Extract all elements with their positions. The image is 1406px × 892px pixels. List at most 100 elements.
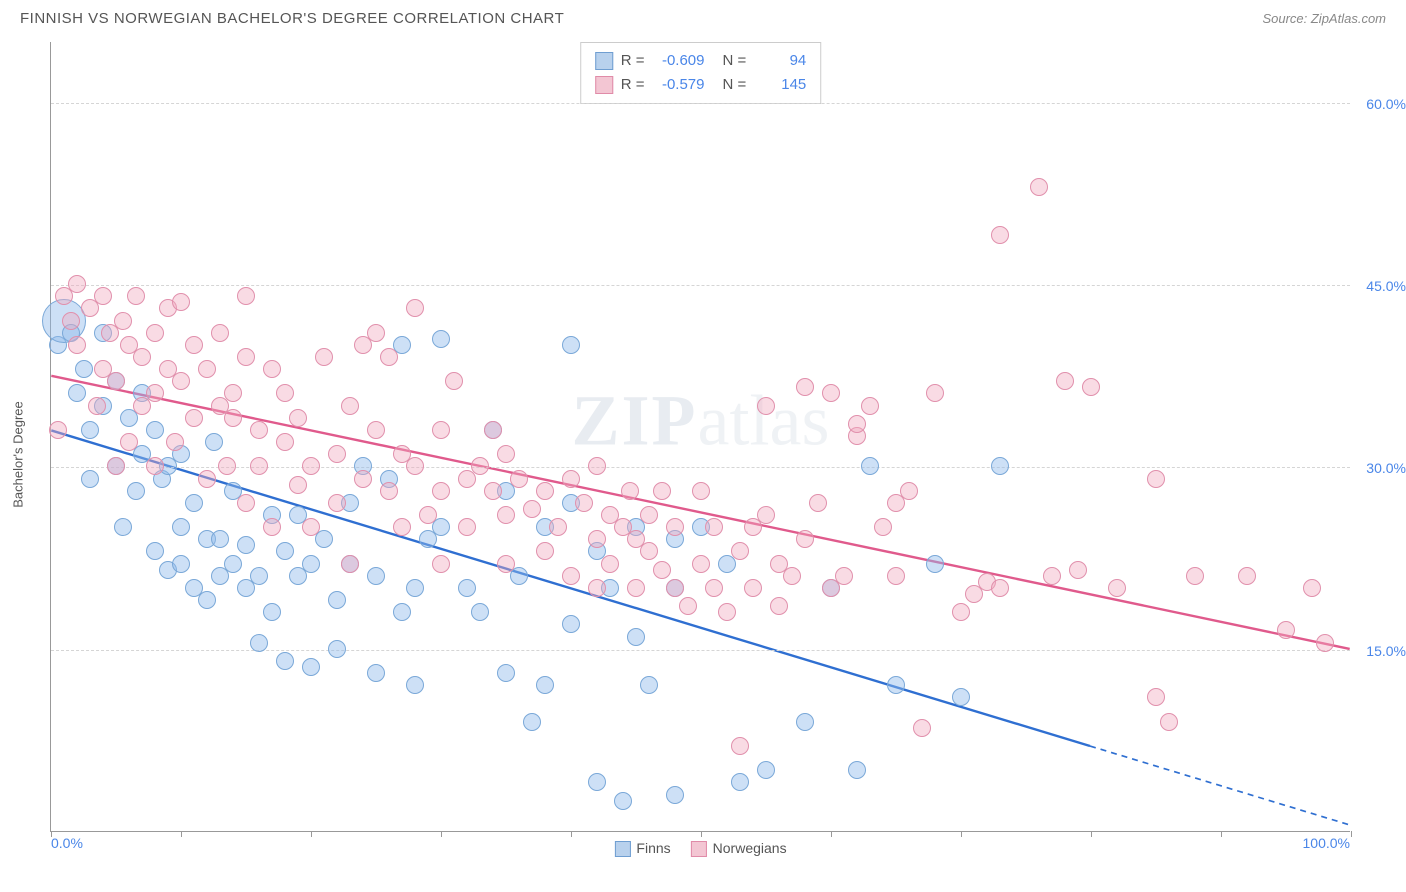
data-point	[172, 372, 190, 390]
legend-item: Finns	[614, 840, 670, 857]
data-point	[146, 542, 164, 560]
data-point	[341, 555, 359, 573]
data-point	[1316, 634, 1334, 652]
data-point	[328, 445, 346, 463]
data-point	[757, 397, 775, 415]
data-point	[887, 676, 905, 694]
x-tick	[831, 831, 832, 837]
data-point	[432, 421, 450, 439]
gridline-h: 30.0%	[51, 467, 1350, 468]
data-point	[62, 312, 80, 330]
y-tick-label: 60.0%	[1366, 96, 1406, 112]
data-point	[133, 348, 151, 366]
data-point	[471, 603, 489, 621]
data-point	[237, 494, 255, 512]
data-point	[341, 397, 359, 415]
data-point	[1082, 378, 1100, 396]
data-point	[1160, 713, 1178, 731]
x-tick	[311, 831, 312, 837]
data-point	[445, 372, 463, 390]
data-point	[380, 482, 398, 500]
data-point	[484, 421, 502, 439]
data-point	[1030, 178, 1048, 196]
data-point	[302, 658, 320, 676]
data-point	[731, 737, 749, 755]
legend-item: Norwegians	[691, 840, 787, 857]
data-point	[497, 555, 515, 573]
data-point	[991, 226, 1009, 244]
data-point	[705, 518, 723, 536]
data-point	[315, 348, 333, 366]
data-point	[835, 567, 853, 585]
data-point	[114, 312, 132, 330]
data-point	[354, 470, 372, 488]
data-point	[237, 348, 255, 366]
data-point	[757, 761, 775, 779]
x-tick	[441, 831, 442, 837]
x-axis-max-label: 100.0%	[1303, 835, 1350, 851]
x-tick	[181, 831, 182, 837]
x-tick	[571, 831, 572, 837]
data-point	[926, 384, 944, 402]
data-point	[887, 567, 905, 585]
data-point	[562, 470, 580, 488]
data-point	[601, 555, 619, 573]
x-tick	[701, 831, 702, 837]
data-point	[367, 664, 385, 682]
data-point	[861, 457, 879, 475]
data-point	[1186, 567, 1204, 585]
data-point	[218, 457, 236, 475]
data-point	[991, 579, 1009, 597]
data-point	[276, 542, 294, 560]
data-point	[185, 409, 203, 427]
watermark: ZIPatlas	[572, 379, 830, 462]
gridline-h: 60.0%	[51, 103, 1350, 104]
data-point	[926, 555, 944, 573]
data-point	[328, 591, 346, 609]
data-point	[640, 542, 658, 560]
data-point	[172, 518, 190, 536]
data-point	[406, 299, 424, 317]
data-point	[263, 603, 281, 621]
gridline-h: 15.0%	[51, 650, 1350, 651]
data-point	[302, 457, 320, 475]
data-point	[796, 378, 814, 396]
data-point	[861, 397, 879, 415]
data-point	[198, 470, 216, 488]
data-point	[731, 542, 749, 560]
chart-title: FINNISH VS NORWEGIAN BACHELOR'S DEGREE C…	[20, 10, 564, 27]
legend-swatch	[614, 841, 630, 857]
data-point	[68, 336, 86, 354]
data-point	[692, 482, 710, 500]
data-point	[705, 579, 723, 597]
x-tick	[961, 831, 962, 837]
data-point	[497, 506, 515, 524]
stats-row: R =-0.579 N =145	[595, 73, 807, 97]
data-point	[237, 287, 255, 305]
data-point	[1069, 561, 1087, 579]
data-point	[276, 433, 294, 451]
data-point	[302, 555, 320, 573]
data-point	[393, 603, 411, 621]
stats-row: R =-0.609 N =94	[595, 49, 807, 73]
legend-swatch	[691, 841, 707, 857]
data-point	[666, 786, 684, 804]
data-point	[172, 293, 190, 311]
data-point	[367, 421, 385, 439]
data-point	[302, 518, 320, 536]
correlation-stats-box: R =-0.609 N =94 R =-0.579 N =145	[580, 42, 822, 104]
data-point	[393, 518, 411, 536]
data-point	[224, 555, 242, 573]
data-point	[289, 409, 307, 427]
data-point	[120, 433, 138, 451]
data-point	[497, 445, 515, 463]
data-point	[211, 324, 229, 342]
data-point	[250, 421, 268, 439]
data-point	[848, 415, 866, 433]
data-point	[458, 518, 476, 536]
data-point	[796, 530, 814, 548]
data-point	[1043, 567, 1061, 585]
data-point	[146, 457, 164, 475]
data-point	[757, 506, 775, 524]
data-point	[432, 555, 450, 573]
